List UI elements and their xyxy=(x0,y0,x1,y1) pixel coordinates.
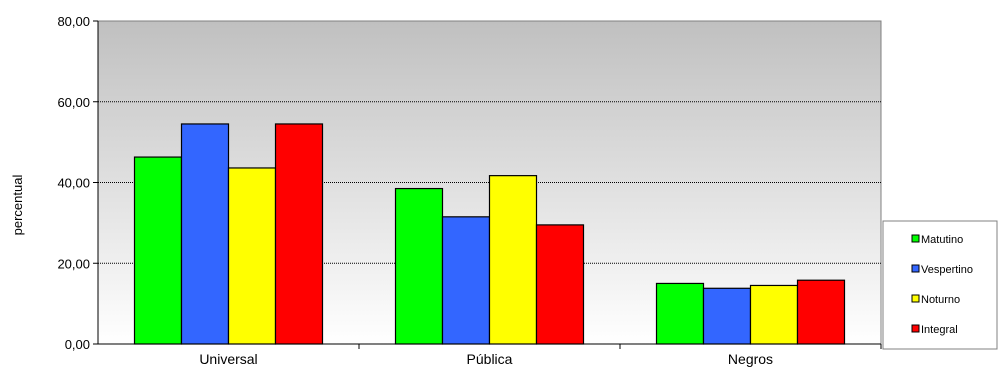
x-category-label: Universal xyxy=(199,351,257,367)
y-tick-label: 20,00 xyxy=(57,256,90,271)
legend-label-vespertino: Vespertino xyxy=(921,264,973,276)
x-category-label: Negros xyxy=(728,351,773,367)
y-tick-label: 60,00 xyxy=(57,95,90,110)
x-category-label: Pública xyxy=(467,351,513,367)
legend-swatch-matutino xyxy=(911,234,920,243)
bar-vespertino-0 xyxy=(180,123,230,345)
legend-label-integral: Integral xyxy=(921,324,958,336)
legend-label-matutino: Matutino xyxy=(921,234,963,246)
bar-integral-2 xyxy=(796,279,846,345)
bar-vespertino-2 xyxy=(702,287,752,345)
y-tick-label: 80,00 xyxy=(57,14,90,29)
y-axis-label: percentual xyxy=(10,175,25,236)
bar-noturno-1 xyxy=(488,175,538,345)
bar-matutino-1 xyxy=(394,187,444,345)
bar-vespertino-1 xyxy=(441,216,491,345)
bar-noturno-2 xyxy=(749,284,799,345)
legend-label-noturno: Noturno xyxy=(921,294,960,306)
legend-swatch-noturno xyxy=(911,294,920,303)
y-tick-label: 40,00 xyxy=(57,176,90,191)
legend-swatch-vespertino xyxy=(911,264,920,273)
legend-box xyxy=(882,220,998,350)
bar-integral-1 xyxy=(535,224,585,345)
bar-integral-0 xyxy=(274,123,324,345)
bar-matutino-0 xyxy=(133,156,183,345)
y-tick-label: 0,00 xyxy=(65,337,90,352)
bar-matutino-2 xyxy=(655,282,705,345)
legend-swatch-integral xyxy=(911,324,920,333)
legend: Matutino Vespertino Noturno Integral xyxy=(882,220,998,350)
bar-noturno-0 xyxy=(227,167,277,345)
